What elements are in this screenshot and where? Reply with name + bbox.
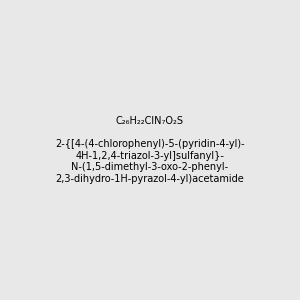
Text: C₂₆H₂₂ClN₇O₂S

2-{[4-(4-chlorophenyl)-5-(pyridin-4-yl)-
4H-1,2,4-triazol-3-yl]su: C₂₆H₂₂ClN₇O₂S 2-{[4-(4-chlorophenyl)-5-(…: [55, 116, 245, 184]
